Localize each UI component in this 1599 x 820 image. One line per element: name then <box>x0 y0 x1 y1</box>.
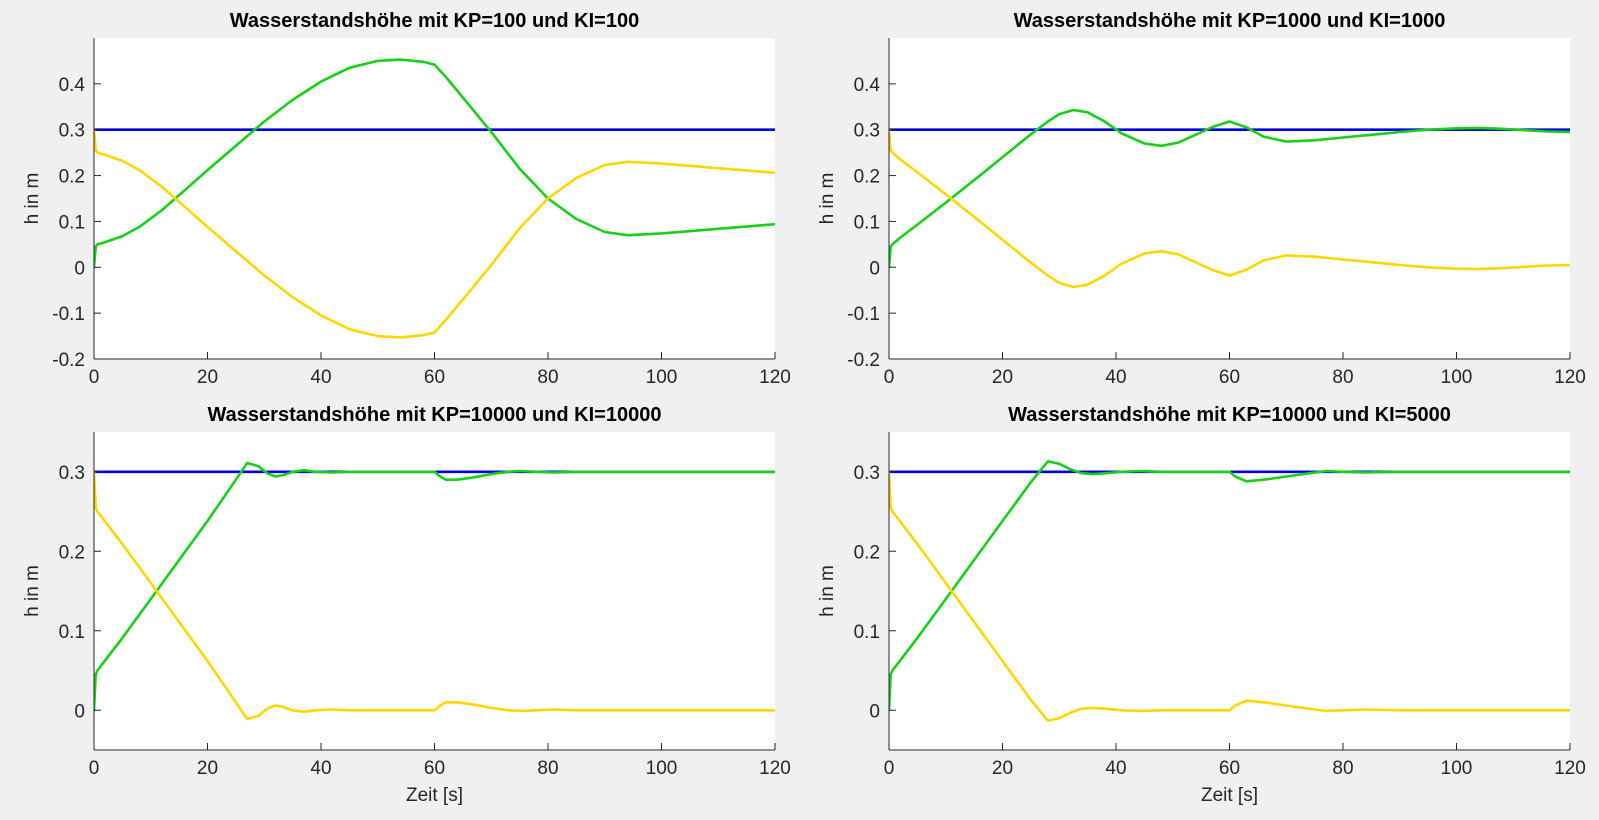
x-tick-label: 120 <box>759 758 791 779</box>
y-tick-label: -0.2 <box>52 350 85 371</box>
x-tick-label: 80 <box>1332 758 1353 779</box>
y-tick-label: 0.4 <box>854 75 881 96</box>
x-tick-label: 100 <box>1441 367 1473 388</box>
x-tick-label: 40 <box>310 758 331 779</box>
x-tick-label: 20 <box>992 758 1013 779</box>
x-axis-label: Zeit [s] <box>406 785 463 806</box>
x-tick-label: 20 <box>197 367 218 388</box>
subplot-title: Wasserstandshöhe mit KP=10000 und KI=500… <box>1008 404 1451 426</box>
y-tick-label: -0.2 <box>847 350 880 371</box>
series-group <box>889 460 1570 722</box>
x-axis-label: Zeit [s] <box>1201 785 1258 806</box>
series-group <box>94 461 775 721</box>
x-tick-label: 0 <box>89 758 100 779</box>
y-tick-label: 0.3 <box>854 463 880 484</box>
y-tick-label: 0.2 <box>854 542 880 563</box>
x-tick-label: 80 <box>537 367 558 388</box>
series-line-2 <box>889 460 1570 712</box>
x-tick-label: 0 <box>884 758 895 779</box>
y-tick-label: 0.1 <box>59 212 85 233</box>
y-tick-label: 0.2 <box>59 542 85 563</box>
x-tick-label: 120 <box>1554 367 1586 388</box>
x-tick-label: 20 <box>197 758 218 779</box>
y-axis-label: h in m <box>817 565 838 617</box>
x-tick-label: 40 <box>1105 367 1126 388</box>
y-tick-label: 0 <box>74 258 85 279</box>
y-tick-label: 0.3 <box>59 463 85 484</box>
subplot-2: 0 20 40 60 80 100 120 -0.2 -0.1 0 0.1 0.2 0.3 0.4 Wass… <box>817 10 1586 388</box>
x-tick-label: 60 <box>1219 367 1240 388</box>
x-tick-label: 40 <box>1105 758 1126 779</box>
y-tick-label: 0.1 <box>854 622 880 643</box>
plot-area <box>889 38 1570 359</box>
y-tick-label: 0 <box>869 701 880 722</box>
x-tick-label: 60 <box>424 758 445 779</box>
series-line-3 <box>889 470 1570 722</box>
y-tick-label: 0.2 <box>854 167 880 188</box>
y-tick-label: -0.1 <box>847 304 880 325</box>
y-tick-label: 0.1 <box>854 212 880 233</box>
series-group <box>889 108 1570 289</box>
x-tick-label: 100 <box>646 758 678 779</box>
y-axis-label: h in m <box>22 173 43 225</box>
plot-area <box>94 432 775 750</box>
subplot-title: Wasserstandshöhe mit KP=100 und KI=100 <box>230 10 639 32</box>
y-tick-label: -0.1 <box>52 304 85 325</box>
series-line-2 <box>94 58 775 269</box>
y-tick-label: 0.1 <box>59 622 85 643</box>
series-line-2 <box>94 461 775 712</box>
y-axis-label: h in m <box>22 565 43 617</box>
subplot-title: Wasserstandshöhe mit KP=10000 und KI=100… <box>208 404 662 426</box>
y-tick-label: 0 <box>869 258 880 279</box>
subplot-3: 0 20 40 60 80 100 120 0 0.1 0.2 0.3 Wasserstandshöh… <box>22 404 791 806</box>
y-tick-label: 0.2 <box>59 167 85 188</box>
y-tick-label: 0.3 <box>59 121 85 142</box>
x-tick-label: 40 <box>310 367 331 388</box>
series-line-3 <box>889 128 1570 289</box>
subplot-1: 0 20 40 60 80 100 120 -0.2 -0.1 0 0.1 0.2 0.3 0.4 Wass… <box>22 10 791 388</box>
subplot-4: 0 20 40 60 80 100 120 0 0.1 0.2 0.3 Wasserstandshöh… <box>817 404 1586 806</box>
plot-area <box>94 38 775 359</box>
y-tick-label: 0 <box>74 701 85 722</box>
x-tick-label: 100 <box>1441 758 1473 779</box>
x-tick-label: 60 <box>1219 758 1240 779</box>
plot-area <box>889 432 1570 750</box>
x-tick-label: 120 <box>759 367 791 388</box>
series-group <box>94 58 775 339</box>
x-tick-label: 60 <box>424 367 445 388</box>
x-tick-label: 80 <box>1332 367 1353 388</box>
series-line-3 <box>94 128 775 339</box>
x-tick-label: 80 <box>537 758 558 779</box>
series-line-2 <box>889 108 1570 269</box>
y-tick-label: 0.4 <box>59 75 86 96</box>
x-tick-label: 0 <box>884 367 895 388</box>
x-tick-label: 20 <box>992 367 1013 388</box>
x-tick-label: 120 <box>1554 758 1586 779</box>
series-line-3 <box>94 470 775 721</box>
subplot-title: Wasserstandshöhe mit KP=1000 und KI=1000 <box>1014 10 1446 32</box>
x-tick-label: 100 <box>646 367 678 388</box>
x-tick-label: 0 <box>89 367 100 388</box>
y-tick-label: 0.3 <box>854 121 880 142</box>
y-axis-label: h in m <box>817 173 838 225</box>
